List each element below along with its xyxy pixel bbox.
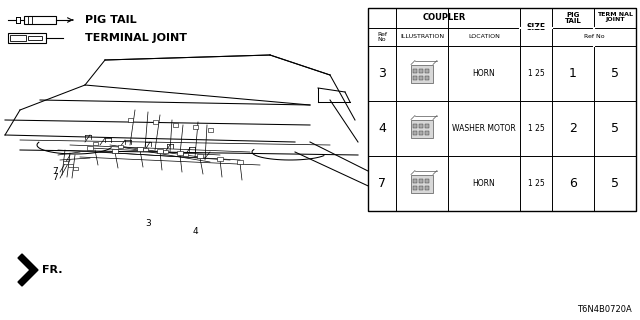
Bar xyxy=(28,36,42,40)
Text: TAIL: TAIL xyxy=(564,18,581,24)
Bar xyxy=(143,148,147,150)
Bar xyxy=(177,151,183,155)
Bar xyxy=(63,161,67,164)
Text: 6: 6 xyxy=(569,177,577,190)
Bar xyxy=(413,124,417,127)
Bar xyxy=(419,179,423,182)
Bar xyxy=(419,124,423,127)
Text: 2: 2 xyxy=(569,122,577,135)
Bar xyxy=(193,125,198,129)
Bar xyxy=(137,147,143,151)
Text: 5: 5 xyxy=(611,122,619,135)
Bar xyxy=(112,149,118,153)
Bar xyxy=(87,146,93,150)
Text: LOCATION: LOCATION xyxy=(468,35,500,39)
Text: 3: 3 xyxy=(378,67,386,80)
Text: 1 25: 1 25 xyxy=(527,179,545,188)
Bar xyxy=(24,16,56,24)
Bar xyxy=(237,160,243,164)
Text: 7: 7 xyxy=(52,173,58,182)
Bar xyxy=(413,76,417,79)
Bar xyxy=(413,186,417,189)
Bar xyxy=(413,68,417,73)
Text: Ref No: Ref No xyxy=(584,35,604,39)
Text: 7: 7 xyxy=(52,167,58,177)
Text: COUPLER: COUPLER xyxy=(422,13,466,22)
Bar xyxy=(72,166,77,170)
Bar xyxy=(419,76,423,79)
Bar xyxy=(10,35,26,41)
Text: 4: 4 xyxy=(378,122,386,135)
Text: 5: 5 xyxy=(611,177,619,190)
Bar xyxy=(413,179,417,182)
Bar xyxy=(67,164,72,166)
Text: 3: 3 xyxy=(145,220,151,228)
Bar xyxy=(127,118,132,122)
Text: JOINT: JOINT xyxy=(605,18,625,22)
Text: 5: 5 xyxy=(611,67,619,80)
Bar xyxy=(425,76,429,79)
Bar xyxy=(419,131,423,134)
Bar xyxy=(217,157,223,161)
Polygon shape xyxy=(18,254,38,286)
Text: FR.: FR. xyxy=(42,265,63,275)
Bar xyxy=(207,128,212,132)
Text: 1 25: 1 25 xyxy=(527,69,545,78)
Bar xyxy=(411,119,433,138)
Bar xyxy=(182,153,188,156)
Bar xyxy=(411,174,433,193)
Bar xyxy=(425,68,429,73)
Text: Ref
No: Ref No xyxy=(377,32,387,42)
Bar xyxy=(8,33,46,43)
Bar xyxy=(419,186,423,189)
Text: WASHER MOTOR: WASHER MOTOR xyxy=(452,124,516,133)
Bar xyxy=(425,124,429,127)
Text: 7: 7 xyxy=(378,177,386,190)
Bar xyxy=(118,145,122,148)
Text: SIZE: SIZE xyxy=(527,22,545,31)
Text: HORN: HORN xyxy=(472,179,495,188)
Bar xyxy=(368,8,636,211)
Bar xyxy=(419,68,423,73)
Text: PIG: PIG xyxy=(566,12,580,18)
Text: TERMINAL JOINT: TERMINAL JOINT xyxy=(85,33,187,43)
Bar xyxy=(152,120,157,124)
Bar xyxy=(425,131,429,134)
Bar xyxy=(173,123,177,127)
Text: 1: 1 xyxy=(569,67,577,80)
Text: T6N4B0720A: T6N4B0720A xyxy=(577,305,632,314)
Bar xyxy=(93,141,97,145)
Bar xyxy=(413,131,417,134)
Bar xyxy=(425,186,429,189)
Bar xyxy=(411,65,433,83)
Bar xyxy=(197,154,203,158)
Bar xyxy=(425,179,429,182)
Text: PIG TAIL: PIG TAIL xyxy=(85,15,136,25)
Text: ILLUSTRATION: ILLUSTRATION xyxy=(400,35,444,39)
Bar xyxy=(157,149,163,153)
Text: HORN: HORN xyxy=(472,69,495,78)
Text: TERM NAL: TERM NAL xyxy=(597,12,633,17)
Text: 1 25: 1 25 xyxy=(527,124,545,133)
Bar xyxy=(163,149,168,153)
Text: 4: 4 xyxy=(192,228,198,236)
